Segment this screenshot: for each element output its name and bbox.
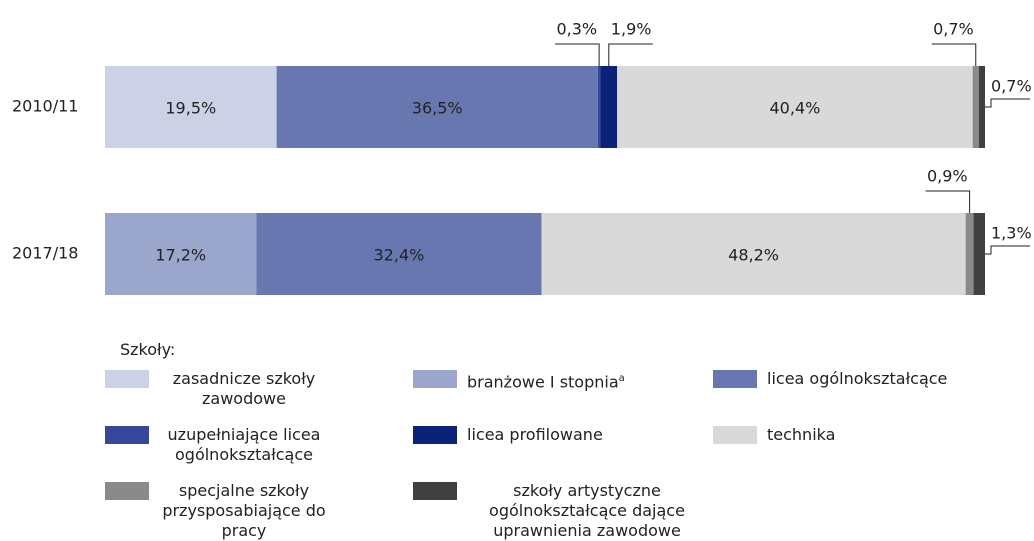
bar-segment xyxy=(600,66,618,148)
legend-item: licea profilowane xyxy=(413,425,713,473)
leader-line xyxy=(985,98,1030,108)
legend-swatch xyxy=(413,370,457,388)
legend-name: uzupełniające licea ogólnokształcące xyxy=(167,425,321,464)
bar-segment xyxy=(617,66,973,148)
bar-segment xyxy=(256,213,542,295)
legend-name: branżowe I stopnia xyxy=(467,372,619,392)
legend-swatch xyxy=(413,426,457,444)
value-label: 17,2% xyxy=(155,246,206,265)
legend-name: licea ogólnokształcące xyxy=(767,369,948,388)
value-label: 0,7% xyxy=(933,20,974,39)
legend-swatch xyxy=(713,426,757,444)
legend-item: licea ogólnokształcące xyxy=(713,369,1013,417)
leader-line xyxy=(925,190,971,213)
category-label: 2017/18 xyxy=(12,244,78,263)
legend-name: zasadnicze szkoły zawodowe xyxy=(172,369,316,408)
legend-label: branżowe I stopniaa xyxy=(467,369,625,392)
legend-label: uzupełniające licea ogólnokształcące xyxy=(159,425,329,465)
legend-superscript: a xyxy=(618,373,625,384)
legend-label: zasadnicze szkoły zawodowe xyxy=(159,369,329,409)
bar-segment xyxy=(973,213,985,295)
bar-segment xyxy=(972,66,979,148)
bar-segment xyxy=(597,66,601,148)
leader-line xyxy=(608,43,653,66)
bar-segment xyxy=(105,66,277,148)
legend-label: licea ogólnokształcące xyxy=(767,369,947,389)
legend-label: szkoły artystyczne ogólnokształcące dają… xyxy=(467,481,707,541)
bar-segment xyxy=(105,213,257,295)
value-label: 40,4% xyxy=(770,99,821,118)
legend-label: specjalne szkoły przysposabiające do pra… xyxy=(159,481,329,541)
bar-segment xyxy=(276,66,598,148)
chart: 2010/11 19,5% 36,5% 0,3% 1,9% 40,4% 0,7% 0,7% 20… xyxy=(12,20,1032,295)
legend-swatch xyxy=(713,370,757,388)
legend-swatch xyxy=(105,370,149,388)
bar-segment xyxy=(541,213,966,295)
legend-items: zasadnicze szkoły zawodowe branżowe I sto… xyxy=(105,369,1025,540)
legend-item: zasadnicze szkoły zawodowe xyxy=(105,369,413,417)
legend-name: technika xyxy=(767,425,836,444)
legend-name: licea profilowane xyxy=(467,425,603,444)
category-label: 2010/11 xyxy=(12,97,78,116)
value-label: 1,3% xyxy=(991,224,1032,243)
leader-line xyxy=(931,43,977,66)
legend-title: Szkoły: xyxy=(120,340,176,359)
legend: Szkoły: zasadnicze szkoły zawodowe branżo… xyxy=(105,340,1025,540)
bar-segment xyxy=(978,66,985,148)
legend-name: szkoły artystyczne ogólnokształcące dają… xyxy=(489,481,685,540)
value-label: 48,2% xyxy=(728,246,779,265)
value-label: 1,9% xyxy=(611,20,652,39)
legend-item: branżowe I stopniaa xyxy=(413,369,713,417)
value-label: 0,3% xyxy=(556,20,597,39)
legend-item: uzupełniające licea ogólnokształcące xyxy=(105,425,413,473)
bar-segment xyxy=(965,213,974,295)
leader-line xyxy=(555,43,600,66)
legend-label: technika xyxy=(767,425,835,445)
legend-label: licea profilowane xyxy=(467,425,603,445)
value-label: 0,9% xyxy=(927,167,968,186)
legend-name: specjalne szkoły przysposabiające do pra… xyxy=(162,481,326,540)
legend-swatch xyxy=(105,482,149,500)
value-label: 36,5% xyxy=(412,99,463,118)
legend-item: specjalne szkoły przysposabiające do pra… xyxy=(105,481,413,540)
value-label: 0,7% xyxy=(991,77,1032,96)
legend-item: technika xyxy=(713,425,1013,473)
legend-item: szkoły artystyczne ogólnokształcące dają… xyxy=(413,481,713,540)
legend-swatch xyxy=(105,426,149,444)
leader-line xyxy=(985,245,1030,255)
value-label: 32,4% xyxy=(374,246,425,265)
value-label: 19,5% xyxy=(165,99,216,118)
legend-swatch xyxy=(413,482,457,500)
